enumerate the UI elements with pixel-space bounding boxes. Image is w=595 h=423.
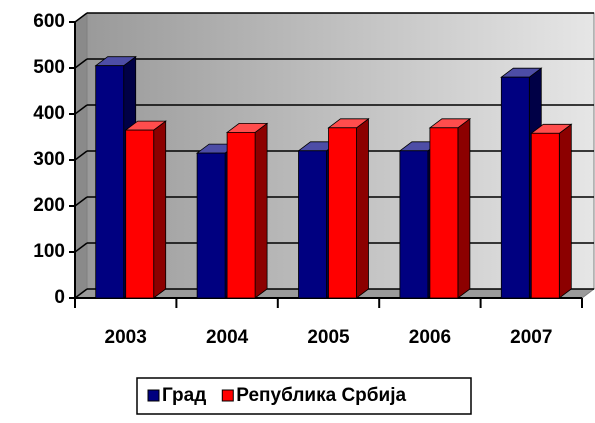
bar-side xyxy=(153,120,167,299)
grid-line xyxy=(74,196,88,207)
grid-line xyxy=(74,288,88,299)
y-tick-label: 600 xyxy=(33,11,65,32)
bar xyxy=(125,129,155,299)
x-tick-label: 2006 xyxy=(409,327,451,348)
legend-label: Град xyxy=(162,385,206,406)
y-tick-label: 400 xyxy=(33,103,65,124)
bar xyxy=(399,150,429,299)
y-tick-label: 500 xyxy=(33,57,65,78)
legend-swatch xyxy=(221,389,234,402)
bar xyxy=(328,127,357,299)
legend-label: Република Србија xyxy=(236,385,406,406)
bar xyxy=(95,65,125,299)
grid-line xyxy=(74,104,88,115)
grid-line xyxy=(74,150,88,161)
x-tick-label: 2007 xyxy=(510,327,552,348)
bar xyxy=(226,131,256,299)
bar xyxy=(500,76,530,299)
grid-line xyxy=(74,242,88,253)
bar xyxy=(530,132,560,299)
x-tick-label: 2003 xyxy=(105,327,147,348)
bar-side xyxy=(457,118,471,299)
y-tick-label: 300 xyxy=(33,149,65,170)
bar xyxy=(196,152,226,299)
y-tick-label: 100 xyxy=(33,241,65,262)
bar-side xyxy=(254,122,268,299)
x-tick-label: 2004 xyxy=(206,327,249,348)
bar-side xyxy=(558,123,572,299)
bar xyxy=(298,150,327,299)
bar-side xyxy=(356,118,369,299)
y-tick-label: 200 xyxy=(33,195,65,216)
grid-line xyxy=(74,58,88,69)
y-tick-label: 0 xyxy=(54,287,65,308)
legend xyxy=(136,377,472,415)
x-tick-label: 2005 xyxy=(307,327,350,348)
bar xyxy=(429,127,459,299)
grid-line xyxy=(74,12,88,23)
legend-swatch xyxy=(147,389,160,402)
